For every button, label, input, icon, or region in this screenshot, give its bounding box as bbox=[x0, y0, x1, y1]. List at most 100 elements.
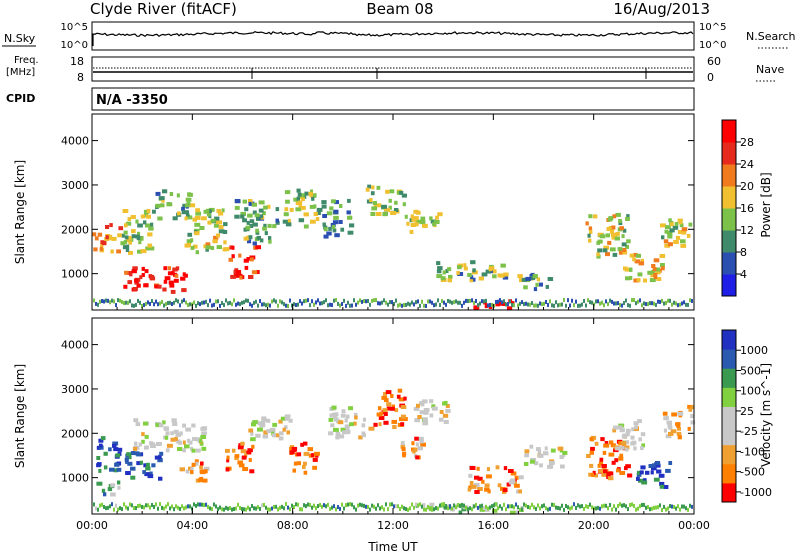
heatmap-cell bbox=[110, 249, 114, 254]
heatmap-cell bbox=[184, 273, 188, 278]
heatmap-cell bbox=[543, 301, 545, 306]
heatmap-cell bbox=[199, 465, 203, 470]
heatmap-cell bbox=[195, 303, 197, 308]
heatmap-cell bbox=[513, 481, 517, 486]
heatmap-cell bbox=[402, 453, 406, 458]
heatmap-cell bbox=[557, 505, 559, 510]
heatmap-cell bbox=[297, 302, 299, 307]
heatmap-cell bbox=[244, 265, 249, 270]
heatmap-cell bbox=[431, 404, 436, 409]
heatmap-cell bbox=[357, 300, 359, 305]
heatmap-cell bbox=[143, 220, 147, 225]
heatmap-cell bbox=[679, 223, 684, 228]
heatmap-cell bbox=[547, 302, 549, 307]
heatmap-cell bbox=[240, 441, 245, 446]
heatmap-cell bbox=[215, 299, 217, 304]
heatmap-cell bbox=[639, 470, 644, 475]
heatmap-cell bbox=[259, 238, 264, 243]
heatmap-cell bbox=[179, 467, 185, 472]
heatmap-cell bbox=[252, 210, 257, 215]
heatmap-cell bbox=[539, 463, 543, 468]
heatmap-cell bbox=[175, 298, 177, 303]
heatmap-cell bbox=[427, 299, 429, 304]
heatmap-cell bbox=[297, 192, 302, 197]
heatmap-cell bbox=[509, 504, 511, 509]
heatmap-cell bbox=[179, 506, 181, 511]
heatmap-cell bbox=[120, 241, 126, 246]
heatmap-cell bbox=[470, 275, 474, 280]
heatmap-cell bbox=[387, 302, 389, 307]
heatmap-cell bbox=[169, 506, 171, 511]
heatmap-cell bbox=[668, 218, 672, 223]
heatmap-cell bbox=[285, 303, 287, 308]
heatmap-cell bbox=[338, 434, 345, 439]
velocity-heatmap bbox=[93, 388, 696, 515]
heatmap-cell bbox=[151, 299, 153, 304]
heatmap-cell bbox=[502, 488, 508, 493]
heatmap-cell bbox=[249, 219, 255, 224]
heatmap-cell bbox=[531, 301, 533, 306]
y-tick-label: 3000 bbox=[61, 383, 89, 396]
heatmap-cell bbox=[167, 271, 173, 276]
heatmap-cell bbox=[376, 412, 382, 417]
heatmap-cell bbox=[226, 455, 230, 460]
heatmap-cell bbox=[124, 457, 129, 462]
heatmap-cell bbox=[607, 506, 609, 511]
heatmap-cell bbox=[305, 298, 307, 303]
heatmap-cell bbox=[185, 197, 192, 202]
heatmap-cell bbox=[184, 216, 188, 221]
heatmap-cell bbox=[358, 435, 363, 440]
heatmap-cell bbox=[443, 502, 445, 507]
heatmap-cell bbox=[691, 298, 693, 303]
heatmap-cell bbox=[481, 503, 483, 508]
heatmap-cell bbox=[536, 447, 541, 452]
heatmap-cell bbox=[555, 300, 557, 305]
heatmap-cell bbox=[301, 197, 305, 202]
heatmap-cell bbox=[618, 441, 623, 446]
heatmap-cell bbox=[523, 502, 525, 507]
heatmap-cell bbox=[597, 463, 601, 468]
heatmap-cell bbox=[202, 469, 208, 474]
heatmap-cell bbox=[613, 425, 619, 430]
heatmap-cell bbox=[637, 506, 639, 511]
heatmap-cell bbox=[442, 270, 447, 275]
heatmap-cell bbox=[259, 423, 265, 428]
heatmap-cell bbox=[437, 298, 439, 303]
heatmap-cell bbox=[596, 254, 601, 259]
heatmap-cell bbox=[439, 503, 441, 508]
heatmap-cell bbox=[195, 211, 202, 216]
heatmap-cell bbox=[193, 300, 195, 305]
heatmap-cell bbox=[135, 219, 139, 224]
heatmap-cell bbox=[420, 442, 426, 447]
heatmap-cell bbox=[479, 504, 481, 509]
heatmap-cell bbox=[395, 504, 397, 509]
heatmap-cell bbox=[126, 452, 132, 457]
heatmap-cell bbox=[513, 505, 515, 510]
heatmap-cell bbox=[539, 301, 541, 306]
heatmap-cell bbox=[122, 209, 129, 213]
heatmap-cell bbox=[647, 302, 649, 307]
heatmap-cell bbox=[303, 451, 310, 456]
heatmap-cell bbox=[631, 427, 636, 432]
heatmap-cell bbox=[251, 504, 253, 509]
heatmap-cell bbox=[231, 254, 235, 259]
heatmap-cell bbox=[324, 227, 328, 232]
heatmap-cell bbox=[353, 505, 355, 510]
heatmap-cell bbox=[207, 303, 209, 308]
heatmap-cell bbox=[382, 408, 388, 413]
heatmap-cell bbox=[165, 431, 170, 436]
heatmap-cell bbox=[614, 458, 619, 463]
heatmap-cell bbox=[197, 301, 199, 306]
freq-unit: [MHz] bbox=[6, 67, 35, 78]
heatmap-cell bbox=[437, 212, 443, 217]
heatmap-cell bbox=[429, 507, 431, 512]
heatmap-cell bbox=[544, 446, 548, 451]
heatmap-cell bbox=[169, 300, 171, 305]
heatmap-cell bbox=[315, 506, 317, 511]
heatmap-cell bbox=[170, 431, 174, 436]
heatmap-cell bbox=[636, 278, 641, 282]
heatmap-cell bbox=[185, 300, 187, 305]
heatmap-cell bbox=[518, 489, 522, 494]
heatmap-cell bbox=[615, 212, 621, 217]
heatmap-cell bbox=[259, 299, 261, 304]
